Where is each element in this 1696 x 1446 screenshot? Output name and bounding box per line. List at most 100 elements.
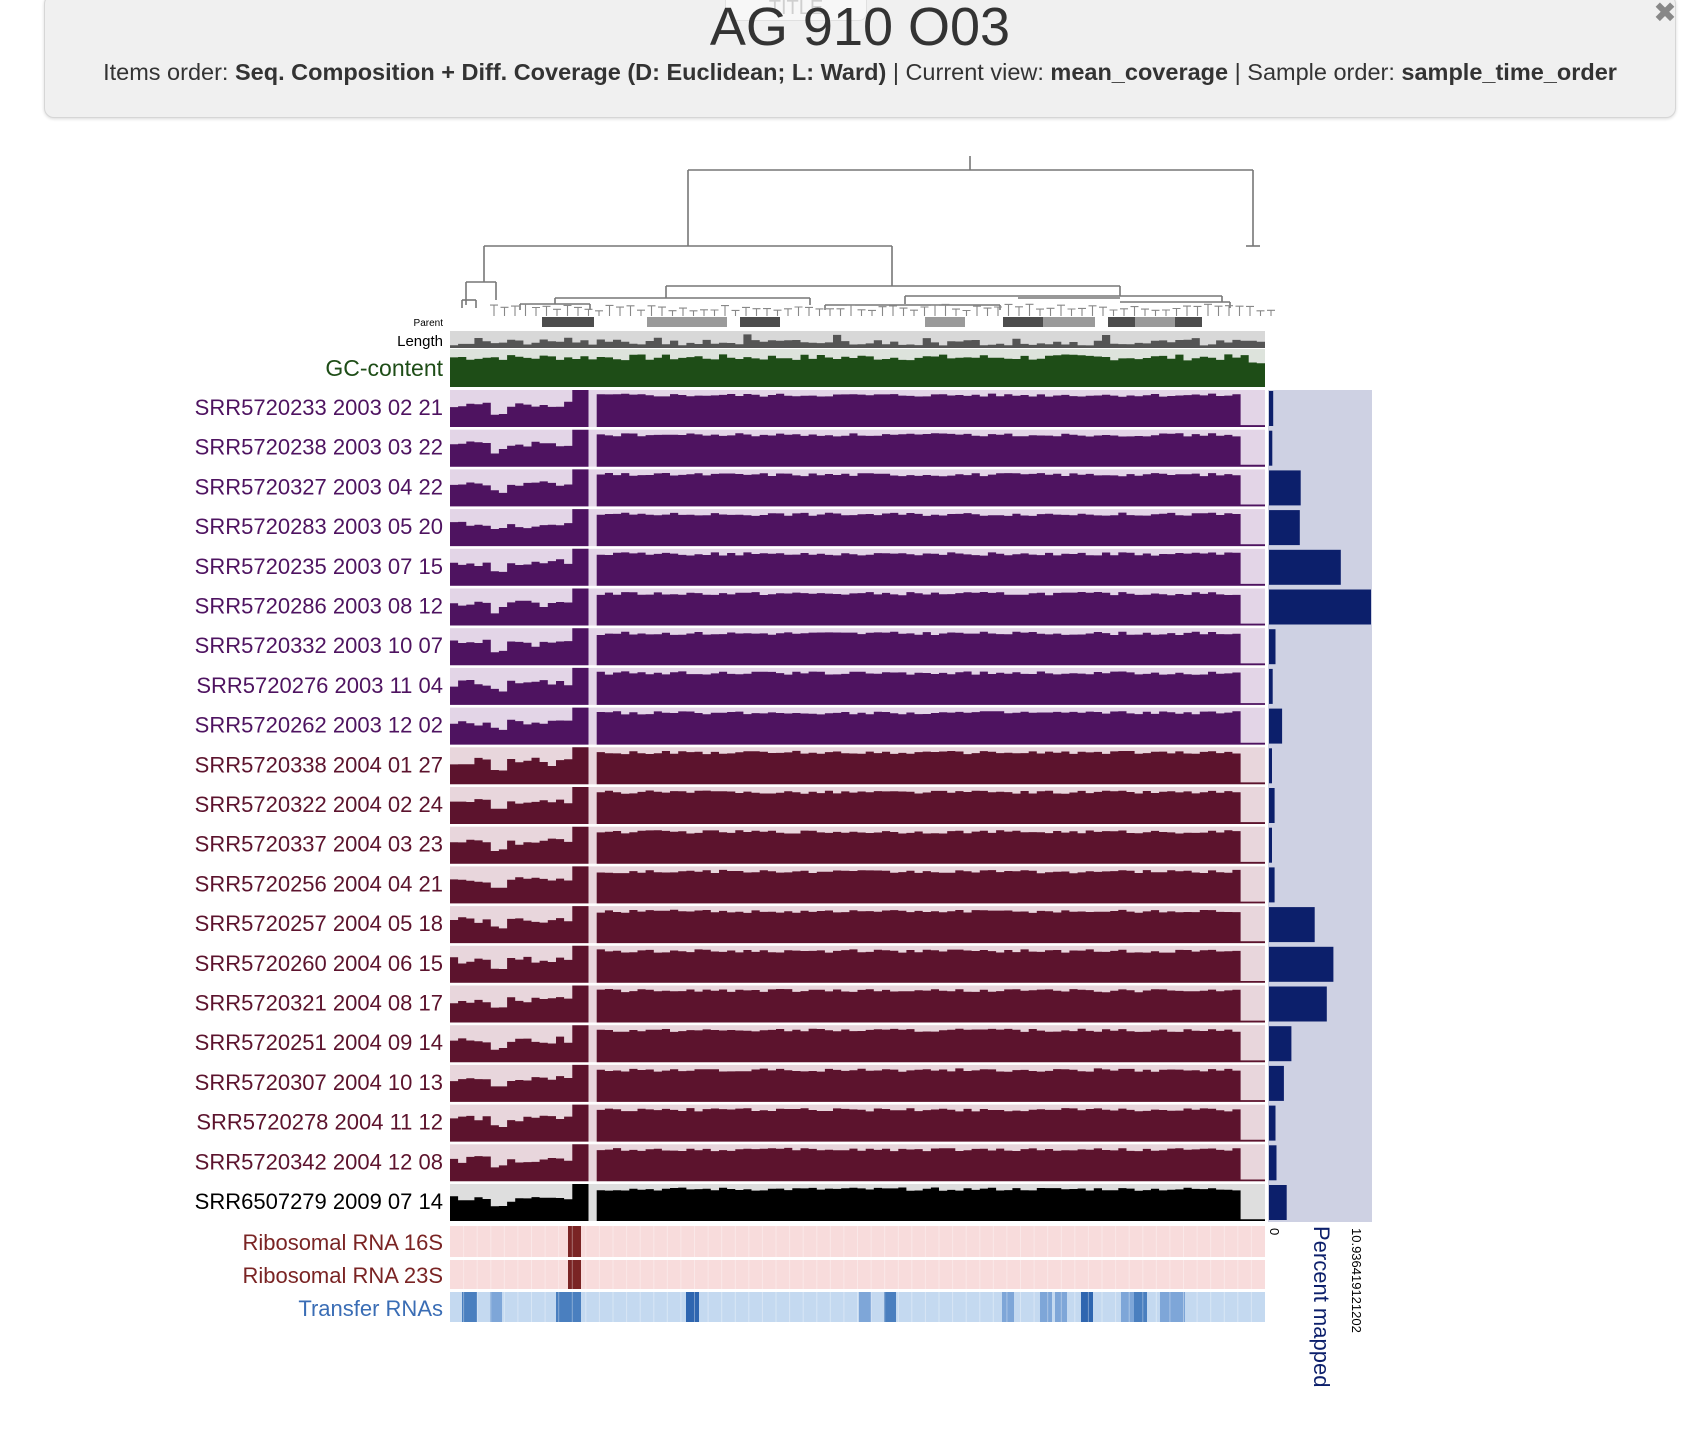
sample-row[interactable]: SRR5720276 2003 11 04 [196, 667, 1273, 705]
dendrogram-leaf [490, 304, 498, 316]
dendrogram-leaf [868, 309, 876, 316]
dendrogram-leaf [511, 305, 519, 316]
sample-row[interactable]: SRR5720332 2003 10 07 [195, 628, 1276, 666]
sample-row[interactable]: SRR5720322 2004 02 24 [195, 787, 1275, 824]
sample-name[interactable]: SRR5720321 2004 08 17 [195, 991, 443, 1016]
sample-name[interactable]: SRR5720262 2003 12 02 [195, 713, 443, 738]
coverage-bars [450, 985, 1265, 1023]
sample-name[interactable]: SRR5720283 2003 05 20 [195, 514, 443, 539]
sample-row[interactable]: SRR5720342 2004 12 08 [195, 1144, 1277, 1182]
parent-block [1175, 317, 1202, 327]
sample-name[interactable]: SRR5720251 2004 09 14 [195, 1030, 443, 1055]
sample-name[interactable]: SRR5720256 2004 04 21 [195, 871, 443, 896]
dendrogram-leaf [1015, 306, 1023, 316]
dendrogram-leaf [752, 308, 761, 316]
coverage-bars [450, 1025, 1265, 1063]
dendrogram-leaf [605, 304, 614, 316]
sample-row[interactable]: SRR5720337 2004 03 23 [195, 826, 1272, 864]
sample-name[interactable]: SRR5720260 2004 06 15 [195, 951, 443, 976]
sample-name[interactable]: SRR5720307 2004 10 13 [195, 1070, 443, 1095]
coverage-bars [450, 548, 1265, 586]
gc-content-label: GC-content [325, 355, 443, 381]
sample-name[interactable]: SRR5720332 2003 10 07 [195, 633, 443, 658]
percent-mapped-bar [1269, 549, 1341, 585]
dendrogram-leaf [668, 310, 677, 316]
dendrogram-leaf [1172, 307, 1181, 316]
dendrogram-leaf [542, 305, 551, 316]
trna-hit [1002, 1292, 1014, 1322]
sample-row[interactable]: SRR5720321 2004 08 17 [195, 985, 1327, 1023]
coverage-bars [450, 1144, 1265, 1182]
sample-row[interactable]: SRR5720338 2004 01 27 [195, 747, 1272, 785]
sample-row[interactable]: SRR5720286 2003 08 12 [195, 588, 1371, 626]
dendrogram-leaf [836, 308, 845, 316]
dendrogram-leaf [1235, 305, 1244, 316]
coverage-bars [450, 588, 1265, 626]
dendrogram-leaf [920, 306, 929, 316]
dendrogram-leaf [1151, 309, 1160, 316]
sample-name[interactable]: SRR5720233 2003 02 21 [195, 395, 443, 420]
sample-name[interactable]: SRR5720278 2004 11 12 [196, 1110, 443, 1135]
percent-mapped-bar [1269, 1026, 1292, 1062]
parent-block [1108, 317, 1135, 327]
sample-name[interactable]: SRR5720342 2004 12 08 [195, 1149, 443, 1174]
dendrogram-leaf [553, 308, 561, 316]
dendrogram-leaf [805, 306, 813, 316]
dendrogram-leaf [1099, 306, 1107, 316]
sample-row[interactable]: SRR5720256 2004 04 21 [195, 866, 1275, 904]
coverage-bars [450, 747, 1265, 785]
sample-row[interactable]: SRR5720257 2004 05 18 [195, 906, 1315, 944]
trna-layer: Transfer RNAs [298, 1292, 1265, 1322]
sample-name[interactable]: SRR6507279 2009 07 14 [195, 1189, 443, 1214]
sample-row[interactable]: SRR6507279 2009 07 14 [195, 1184, 1287, 1221]
close-icon[interactable]: ✖ [1653, 0, 1677, 28]
dendrogram-leaf [574, 306, 582, 316]
trna-hit [1121, 1292, 1134, 1322]
sample-name[interactable]: SRR5720235 2003 07 15 [195, 554, 443, 579]
title-tab[interactable]: TITLE [725, 0, 867, 21]
sample-name[interactable]: SRR5720327 2003 04 22 [195, 474, 443, 499]
dendrogram-leaf [847, 304, 855, 316]
trna-hit [1055, 1292, 1067, 1322]
header-panel: TITLE AG 910 O03 Items order: Seq. Compo… [44, 0, 1676, 118]
dendrogram-leaf [1036, 308, 1044, 316]
dendrogram-leaf [826, 308, 834, 316]
sample-name[interactable]: SRR5720322 2004 02 24 [195, 792, 443, 817]
sample-name[interactable]: SRR5720238 2003 03 22 [195, 435, 443, 460]
sample-name[interactable]: SRR5720338 2004 01 27 [195, 752, 443, 777]
sample-row[interactable]: SRR5720278 2004 11 12 [196, 1104, 1276, 1142]
dendrogram-leaf [626, 305, 635, 316]
coverage-bars [450, 469, 1265, 507]
dendrogram-leaf [1183, 305, 1191, 316]
dendrogram-leaf [521, 303, 530, 316]
sample-row[interactable]: SRR5720251 2004 09 14 [195, 1025, 1292, 1063]
sample-name[interactable]: SRR5720257 2004 05 18 [195, 911, 443, 936]
coverage-bars [450, 628, 1265, 666]
sample-row[interactable]: SRR5720307 2004 10 13 [195, 1064, 1284, 1102]
dendrogram-leaf [679, 307, 687, 316]
sample-name[interactable]: SRR5720286 2003 08 12 [195, 594, 443, 619]
sample-row[interactable]: SRR5720283 2003 05 20 [195, 509, 1300, 547]
coverage-bars [450, 667, 1265, 705]
sample-row[interactable]: SRR5720260 2004 06 15 [195, 945, 1334, 983]
sample-row[interactable]: SRR5720235 2003 07 15 [195, 548, 1341, 586]
sample-name[interactable]: SRR5720337 2004 03 23 [195, 832, 443, 857]
rrna23s-label: Ribosomal RNA 23S [242, 1263, 443, 1288]
percent-mapped-bar [1269, 589, 1371, 625]
dendrogram-leaf [1162, 309, 1170, 316]
sample-row[interactable]: SRR5720238 2003 03 22 [195, 429, 1273, 467]
coverage-bars [450, 1064, 1265, 1102]
dendrogram-leaf [1214, 305, 1223, 316]
parent-block [542, 317, 594, 327]
sample-name[interactable]: SRR5720276 2003 11 04 [196, 673, 443, 698]
coverage-bars [450, 429, 1265, 467]
dendrogram-leaf [1193, 305, 1202, 316]
dendrogram-leaf [658, 306, 666, 316]
sample-row[interactable]: SRR5720262 2003 12 02 [195, 707, 1283, 745]
percent-mapped-bar [1269, 827, 1272, 863]
dendrogram-leaf [952, 308, 960, 316]
column-grid [463, 1226, 1252, 1322]
sample-row[interactable]: SRR5720233 2003 02 21 [195, 390, 1274, 427]
sample-row[interactable]: SRR5720327 2003 04 22 [195, 469, 1301, 507]
dendrogram-leaf [899, 307, 908, 316]
